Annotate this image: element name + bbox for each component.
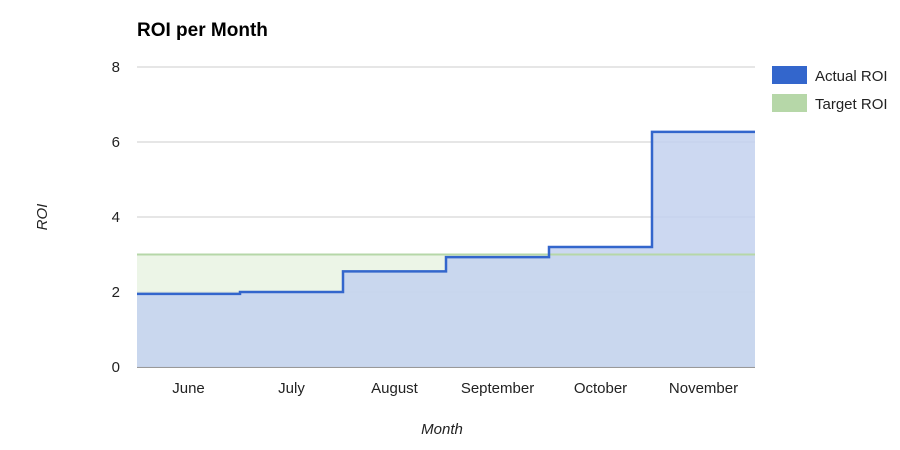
x-tick-label: October	[574, 380, 627, 397]
legend-swatch	[772, 94, 807, 112]
series-areas	[137, 131, 755, 367]
y-tick-label: 0	[112, 359, 120, 376]
x-axis-ticks: June July August September October November	[172, 380, 738, 397]
chart-title: ROI per Month	[137, 20, 268, 41]
series-line	[137, 130, 755, 296]
legend-label: Actual ROI	[815, 68, 888, 85]
x-tick-label: November	[669, 380, 738, 397]
legend: Actual ROI Target ROI	[772, 66, 888, 113]
y-tick-label: 2	[112, 284, 120, 301]
x-tick-label: September	[461, 380, 534, 397]
x-axis-title: Month	[421, 421, 463, 438]
x-tick-label: August	[371, 380, 419, 397]
y-axis-ticks: 0 2 4 6 8	[112, 59, 120, 376]
series-area	[137, 131, 755, 367]
y-tick-label: 8	[112, 59, 120, 76]
series-lines	[137, 130, 755, 296]
legend-swatch	[772, 66, 807, 84]
y-tick-label: 6	[112, 134, 120, 151]
y-tick-label: 4	[112, 209, 120, 226]
legend-label: Target ROI	[815, 96, 888, 113]
x-tick-label: June	[172, 380, 205, 397]
x-tick-label: July	[278, 380, 305, 397]
y-axis-title: ROI	[34, 204, 51, 231]
